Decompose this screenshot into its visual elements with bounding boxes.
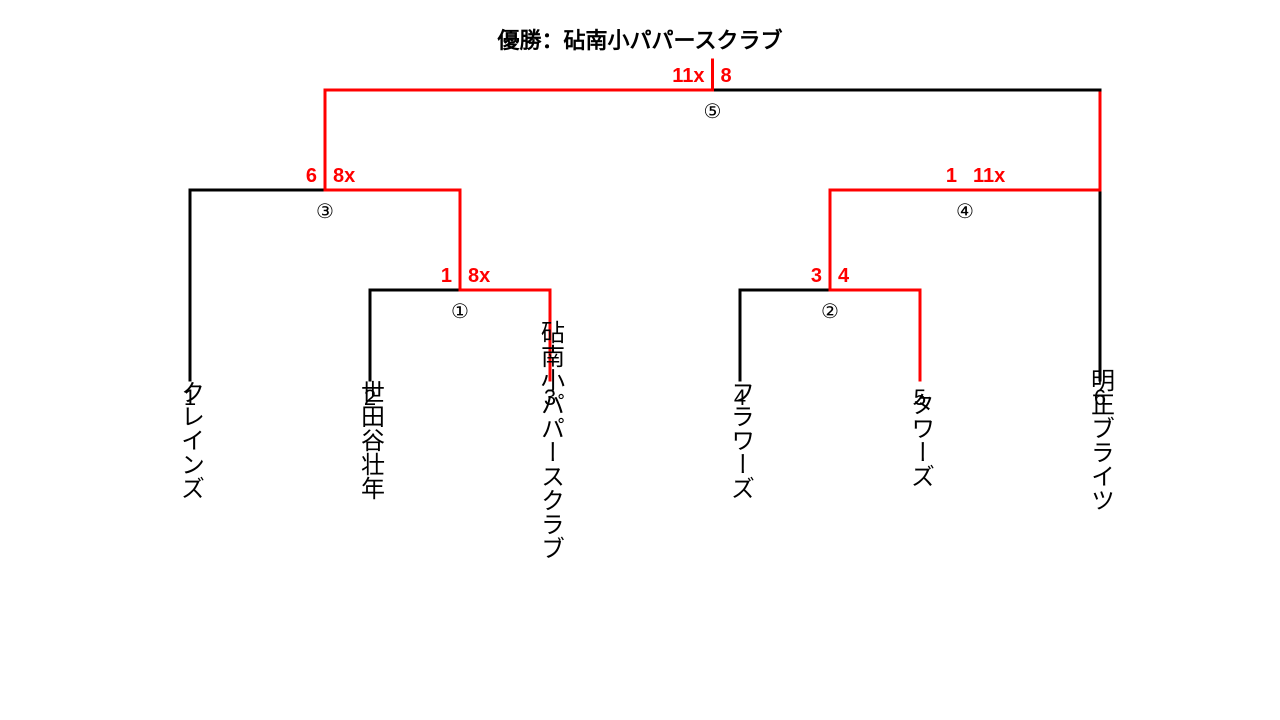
m2-score-right: 4 <box>838 265 850 287</box>
m3-label: ③ <box>316 201 334 223</box>
team-2: 世田谷壮年 <box>357 380 385 500</box>
m1-score-right: 8x <box>468 265 490 287</box>
bracket-svg: 優勝：砧南小パパースクラブ18x①34②68x③111x④11x8⑤1クレインズ… <box>0 0 1280 720</box>
m2-score-left: 3 <box>811 265 822 287</box>
m4-score-left: 1 <box>946 165 957 187</box>
champion-title: 優勝：砧南小パパースクラブ <box>497 28 783 53</box>
m5-score-right: 8 <box>721 65 732 87</box>
team-1: クレインズ <box>177 380 204 500</box>
m2-label: ② <box>821 301 839 323</box>
m5-score-left: 11x <box>672 65 704 87</box>
m4-score-right: 11x <box>973 165 1005 187</box>
team-4: フラワーズ <box>727 380 754 500</box>
m1-label: ① <box>451 301 469 323</box>
team-5: タワーズ <box>907 392 934 488</box>
m3-score-left: 6 <box>306 165 317 187</box>
m4-label: ④ <box>956 201 974 223</box>
team-3: 砧南小パパースクラブ <box>537 320 565 560</box>
m5-label: ⑤ <box>704 101 722 123</box>
team-6: 明正ブライツ <box>1087 368 1114 512</box>
m3-score-right: 8x <box>333 165 355 187</box>
m1-score-left: 1 <box>441 265 452 287</box>
